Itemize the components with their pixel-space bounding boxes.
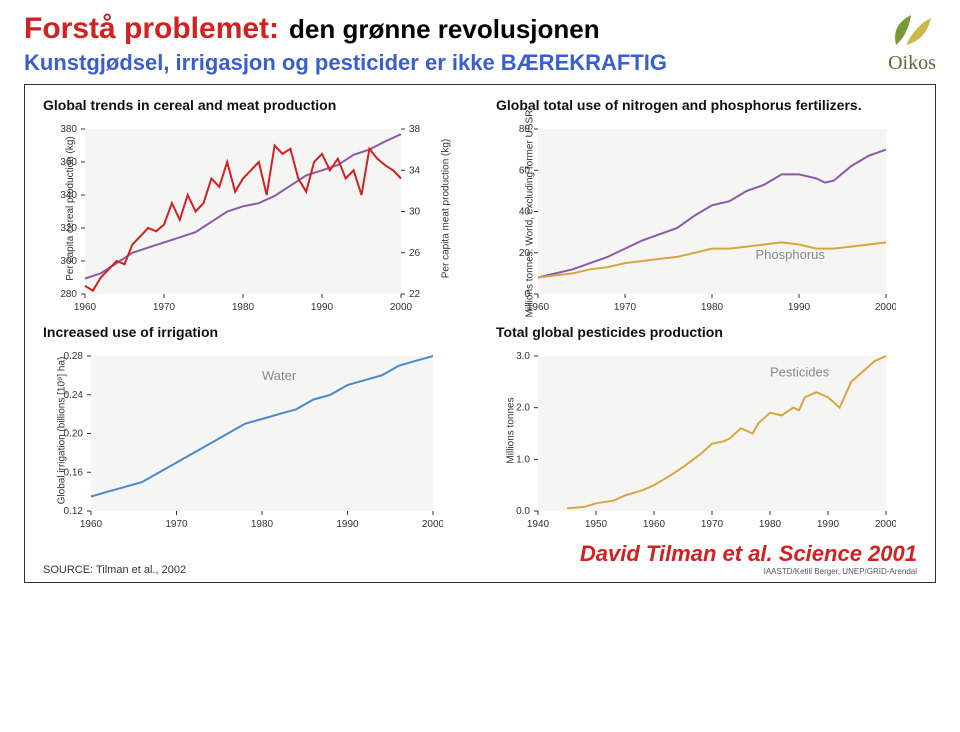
svg-text:2000: 2000 [390, 302, 413, 313]
svg-text:1970: 1970 [701, 519, 724, 530]
svg-text:34: 34 [409, 165, 421, 176]
svg-text:1970: 1970 [153, 302, 176, 313]
svg-text:1990: 1990 [336, 519, 359, 530]
svg-text:1950: 1950 [585, 519, 608, 530]
subtitle: Kunstgjødsel, irrigasjon og pesticider e… [24, 50, 936, 76]
oikos-logo: Oikos [886, 10, 938, 75]
svg-text:2000: 2000 [422, 519, 443, 530]
credit: IAASTD/Ketill Berger, UNEP/GRID-Arendal [580, 567, 917, 576]
svg-text:26: 26 [409, 248, 421, 259]
svg-text:Water: Water [262, 368, 297, 383]
svg-text:1990: 1990 [311, 302, 334, 313]
chart1: Per capita cereal production (kg) Per ca… [43, 123, 464, 318]
title-black: den grønne revolusjonen [289, 14, 600, 45]
svg-text:Phosphorus: Phosphorus [756, 247, 826, 262]
source-label: SOURCE: Tilman et al., 2002 [43, 564, 186, 576]
svg-text:2000: 2000 [875, 519, 896, 530]
svg-text:1970: 1970 [165, 519, 188, 530]
svg-text:1960: 1960 [80, 519, 103, 530]
footer: SOURCE: Tilman et al., 2002 David Tilman… [43, 541, 917, 576]
chart4-title: Total global pesticides production [496, 324, 917, 340]
chart1-title: Global trends in cereal and meat product… [43, 97, 464, 113]
chart1-left-axis-label: Per capita cereal production (kg) [65, 136, 76, 281]
chart3: Global irrigation (billions [10⁹] ha) 0.… [43, 350, 464, 535]
svg-text:1980: 1980 [251, 519, 274, 530]
svg-text:30: 30 [409, 207, 421, 218]
chart4-axis-label: Millions tonnes [506, 397, 517, 463]
svg-text:1980: 1980 [759, 519, 782, 530]
svg-text:1960: 1960 [74, 302, 97, 313]
svg-text:1970: 1970 [614, 302, 637, 313]
chart2-title: Global total use of nitrogen and phospho… [496, 97, 917, 113]
svg-text:0.12: 0.12 [64, 506, 84, 517]
svg-text:380: 380 [60, 124, 77, 135]
svg-text:0.0: 0.0 [516, 506, 530, 517]
svg-text:1980: 1980 [701, 302, 724, 313]
svg-text:1960: 1960 [643, 519, 666, 530]
logo-text: Oikos [888, 52, 936, 75]
chart1-right-axis-label: Per capita meat production (kg) [441, 139, 452, 279]
svg-text:22: 22 [409, 289, 421, 300]
svg-text:Pesticides: Pesticides [770, 365, 830, 380]
chart2: Millions tonnes. World, excluding former… [496, 123, 917, 318]
chart4: Millions tonnes 0.0 1.0 2.0 3.0 1940 1950 1960… [496, 350, 917, 535]
svg-text:1990: 1990 [817, 519, 840, 530]
title-red: Forstå problemet: [24, 12, 279, 46]
chart3-title: Increased use of irrigation [43, 324, 464, 340]
svg-text:2000: 2000 [875, 302, 896, 313]
svg-text:1.0: 1.0 [516, 454, 530, 465]
page-title: Forstå problemet: den grønne revolusjone… [24, 12, 936, 46]
chart3-axis-label: Global irrigation (billions [10⁹] ha) [56, 357, 67, 505]
chart2-axis-label: Millions tonnes. World, excluding former… [524, 110, 535, 318]
svg-text:280: 280 [60, 289, 77, 300]
svg-text:1980: 1980 [232, 302, 255, 313]
citation: David Tilman et al. Science 2001 [580, 541, 917, 567]
svg-text:1990: 1990 [788, 302, 811, 313]
chart-panel: Global trends in cereal and meat product… [24, 84, 936, 583]
svg-text:1940: 1940 [527, 519, 550, 530]
svg-text:2.0: 2.0 [516, 403, 530, 414]
leaf-icon [886, 10, 938, 50]
svg-text:38: 38 [409, 124, 421, 135]
svg-text:3.0: 3.0 [516, 351, 530, 362]
